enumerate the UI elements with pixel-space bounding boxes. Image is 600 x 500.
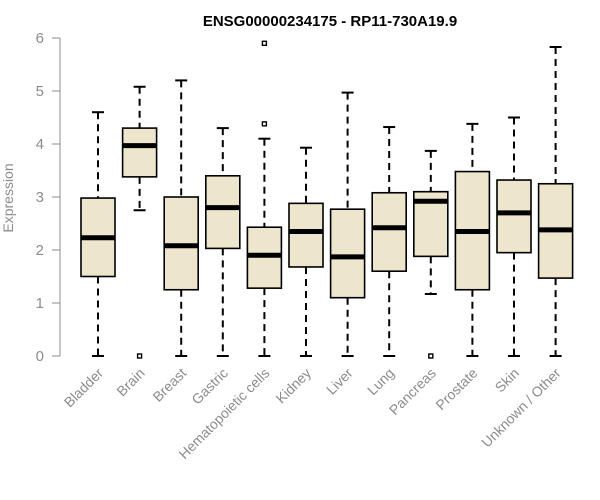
outlier-point (261, 40, 268, 46)
y-tick-label: 2 (36, 242, 44, 259)
x-tick-label: Skin (492, 365, 523, 396)
y-tick-label: 5 (36, 83, 44, 100)
y-tick-label: 6 (36, 30, 44, 47)
box-iqr (371, 191, 408, 272)
box-group (454, 122, 491, 357)
box-iqr (496, 179, 532, 254)
box-iqr (288, 202, 324, 268)
y-axis-ticks: 0 1 2 3 4 5 6 (36, 30, 60, 365)
x-tick-label: Breast (149, 365, 189, 405)
box-group (412, 149, 449, 359)
box-group (371, 126, 408, 357)
box-group (121, 85, 158, 359)
y-axis-label: Expression (0, 163, 16, 232)
box-group (80, 111, 116, 357)
x-tick-label: Prostate (432, 365, 480, 413)
box-group (205, 127, 241, 357)
outlier-point (261, 121, 268, 127)
y-tick-label: 4 (36, 136, 44, 153)
y-tick-label: 0 (36, 348, 44, 365)
box-group (163, 79, 199, 357)
x-tick-label: Kidney (273, 365, 315, 407)
box-series (80, 40, 574, 359)
y-tick-label: 1 (36, 295, 44, 312)
box-iqr (329, 208, 366, 299)
x-tick-label: Bladder (61, 365, 107, 411)
box-group (537, 46, 574, 357)
y-tick-label: 3 (36, 189, 44, 206)
outlier-point (428, 353, 434, 359)
box-group (288, 146, 324, 357)
x-tick-label: Unknown / Other (478, 365, 564, 451)
x-tick-label: Lung (364, 365, 397, 398)
outlier-point (136, 353, 143, 359)
chart-title: ENSG00000234175 - RP11-730A19.9 (203, 13, 457, 30)
box-iqr (205, 175, 241, 250)
box-group (329, 91, 366, 357)
x-tick-label: Liver (323, 365, 356, 398)
box-iqr (121, 127, 158, 178)
box-group (246, 40, 283, 357)
x-tick-label: Brain (113, 365, 147, 399)
box-group (496, 116, 532, 357)
